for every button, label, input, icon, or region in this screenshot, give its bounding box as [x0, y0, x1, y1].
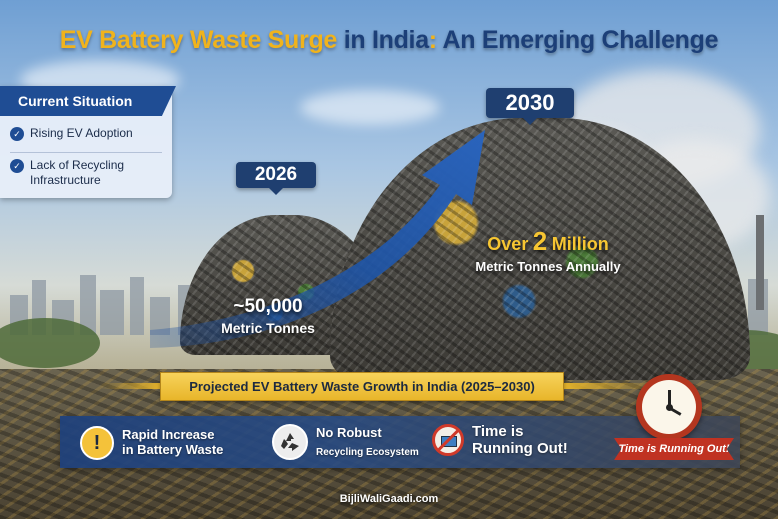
- feature-label: No Robust Recycling Ecosystem: [316, 424, 419, 461]
- growth-arrow-icon: [150, 130, 485, 348]
- projection-banner: Projected EV Battery Waste Growth in Ind…: [160, 372, 564, 401]
- time-running-out-ribbon: Time is Running Out!: [614, 438, 734, 460]
- check-icon: ✓: [10, 159, 24, 173]
- feature-item: No Robust Recycling Ecosystem: [272, 424, 419, 461]
- stat-2026-value: ~50,000: [233, 296, 303, 317]
- feature-item: Time is Running Out!: [432, 423, 568, 458]
- current-situation-panel: Current Situation ✓ Rising EV Adoption ✓…: [0, 86, 176, 198]
- feature-line: Recycling Ecosystem: [316, 447, 419, 459]
- stat-2030: Over 2 Million Metric Tonnes Annually: [448, 226, 648, 274]
- title-part: in India: [337, 26, 429, 54]
- situation-item: ✓ Rising EV Adoption: [10, 126, 133, 141]
- chimney: [756, 215, 764, 310]
- year-label-text: 2030: [505, 90, 555, 115]
- recycle-icon: [272, 424, 308, 461]
- feature-label: Time is Running Out!: [472, 423, 568, 458]
- year-label-text: 2026: [254, 164, 298, 185]
- title-part: :: [428, 26, 437, 54]
- feature-line: Time is: [472, 423, 524, 440]
- divider: [10, 152, 162, 153]
- page-title: EV Battery Waste Surge in India: An Emer…: [0, 26, 778, 55]
- warning-icon: !: [80, 426, 114, 460]
- stat-2030-prefix: Over: [487, 234, 529, 254]
- title-part: An Emerging Challenge: [436, 26, 719, 54]
- situation-item-label: Lack of Recycling Infrastructure: [30, 158, 125, 187]
- source-credit: BijliWaliGaadi.com: [339, 493, 439, 505]
- stat-2026-unit: Metric Tonnes: [221, 320, 315, 336]
- situation-item: ✓ Lack of Recycling Infrastructure: [10, 158, 140, 188]
- year-label-2026: 2026: [236, 162, 316, 195]
- stat-2030-suffix: Million: [551, 234, 609, 254]
- stat-2026: ~50,000 Metric Tonnes: [198, 296, 338, 336]
- check-icon: ✓: [10, 127, 24, 141]
- panel-heading: Current Situation: [0, 86, 176, 116]
- stat-2030-value: 2: [532, 226, 548, 256]
- feature-line: No Robust: [316, 425, 382, 440]
- trees: [0, 318, 100, 368]
- feature-label: Rapid Increase in Battery Waste: [122, 427, 224, 458]
- year-label-2030: 2030: [486, 88, 574, 125]
- title-part: EV Battery Waste Surge: [59, 26, 338, 54]
- cloud-decoration: [300, 90, 440, 125]
- feature-item: ! Rapid Increase in Battery Waste: [80, 426, 223, 460]
- clock-icon: [636, 374, 702, 440]
- no-battery-icon: [432, 424, 464, 457]
- feature-line: Running Out!: [472, 440, 568, 458]
- feature-line: Rapid Increase: [122, 427, 215, 443]
- stat-2030-unit: Metric Tonnes Annually: [475, 259, 621, 274]
- situation-item-label: Rising EV Adoption: [30, 126, 133, 140]
- banner-line: [100, 383, 162, 389]
- feature-line: in Battery Waste: [122, 442, 224, 457]
